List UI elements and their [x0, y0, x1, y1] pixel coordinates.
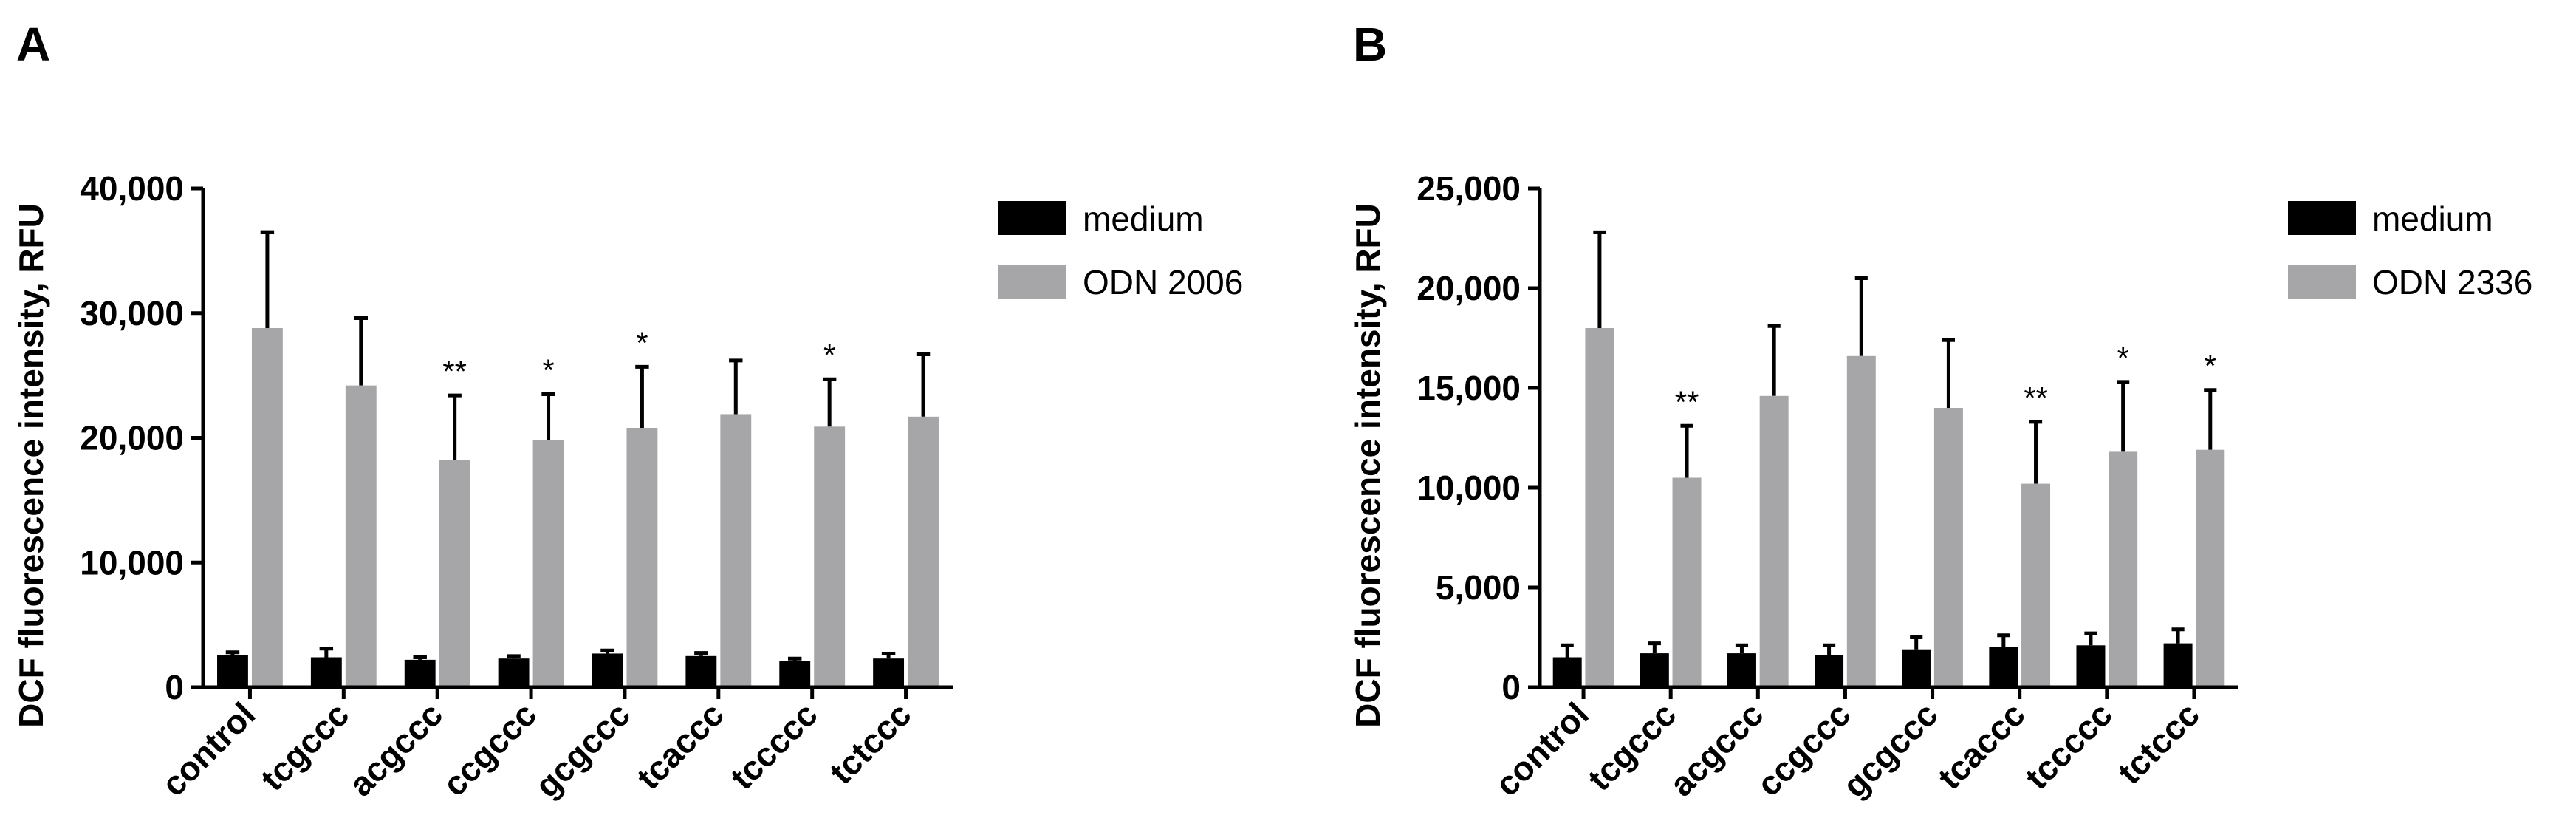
panel-b-label: B	[1353, 18, 1387, 71]
legend-a-odn-swatch	[998, 265, 1066, 299]
bar-medium-tctccc	[873, 658, 905, 687]
legend-a-medium-label: medium	[1083, 200, 1204, 238]
bar-medium-acgccc	[404, 659, 436, 687]
x-tick-label: tcaccc	[629, 695, 731, 797]
bar-medium-control	[1552, 657, 1582, 687]
bar-odn-tccccc	[814, 426, 846, 687]
y-tick-label: 15,000	[1417, 369, 1521, 407]
panel-a-x-ticks: controltcgcccacgcccccgcccgcgccctcaccctcc…	[154, 687, 919, 805]
y-tick-label: 10,000	[80, 543, 184, 582]
legend-b-odn-label: ODN 2336	[2372, 263, 2532, 301]
x-tick-label: tcgccc	[253, 695, 357, 798]
bar-odn-tcaccc	[2021, 483, 2051, 687]
bar-odn-tcgccc	[1672, 477, 1702, 687]
bar-odn-acgccc	[439, 460, 470, 687]
y-tick-label: 25,000	[1417, 169, 1521, 208]
panel-b-x-ticks: controltcgcccacgcccccgcccgcgccctcaccctcc…	[1487, 687, 2207, 805]
bar-odn-gcgccc	[1933, 408, 1963, 687]
x-tick-label: tccccc	[723, 695, 825, 797]
bar-medium-tcgccc	[1640, 653, 1669, 687]
panel-a-label: A	[16, 18, 50, 71]
panel-b: B DCF fluorescence intensity, RFU 0 5,000…	[1349, 18, 2532, 805]
bar-odn-ccgccc	[532, 440, 564, 687]
legend-b-medium-swatch	[2288, 201, 2356, 235]
bar-odn-acgccc	[1759, 395, 1789, 687]
panel-a-axes	[201, 188, 953, 689]
bar-medium-tcgccc	[310, 657, 342, 687]
significance-marker: *	[636, 325, 648, 360]
panel-a-significance: ** ** *	[442, 325, 835, 389]
significance-marker: **	[1675, 384, 1699, 419]
x-tick-label: tctccc	[822, 695, 919, 791]
y-tick-label: 20,000	[1417, 269, 1521, 307]
legend-a-odn-label: ODN 2006	[1083, 263, 1243, 301]
y-tick-label: 10,000	[1417, 468, 1521, 507]
x-tick-label: acgccc	[1662, 695, 1770, 803]
panel-b-significance: ** *** *	[1675, 341, 2216, 419]
y-tick-label: 0	[165, 668, 184, 706]
panel-a-legend: medium ODN 2006	[998, 200, 1243, 301]
significance-marker: *	[2117, 341, 2128, 375]
significance-marker: *	[2205, 349, 2216, 384]
bar-odn-ccgccc	[1846, 355, 1876, 687]
x-tick-label: ccgccc	[435, 695, 544, 803]
x-tick-label: gcgccc	[1835, 695, 1945, 805]
bar-medium-gcgccc	[1902, 649, 1931, 687]
panel-b-legend: medium ODN 2336	[2288, 200, 2532, 301]
y-tick-label: 0	[1501, 668, 1521, 706]
bar-medium-tccccc	[779, 661, 811, 687]
panel-a: A DCF fluorescence intensity, RFU 0 10,00…	[12, 18, 1243, 805]
bar-odn-tccccc	[2109, 451, 2138, 687]
bar-odn-tcgccc	[345, 385, 377, 687]
y-tick-label: 20,000	[80, 419, 184, 457]
bar-medium-gcgccc	[592, 653, 623, 687]
bar-odn-control	[251, 328, 283, 687]
bar-medium-control	[217, 655, 248, 687]
bar-medium-ccgccc	[1815, 655, 1844, 687]
significance-marker: *	[542, 352, 554, 387]
panel-a-bars	[217, 230, 939, 687]
legend-b-medium-label: medium	[2372, 200, 2493, 238]
bar-medium-tcaccc	[1989, 647, 2018, 687]
significance-marker: **	[442, 354, 467, 389]
bar-odn-tctccc	[2196, 449, 2225, 687]
bar-medium-acgccc	[1727, 653, 1756, 687]
y-tick-label: 5,000	[1436, 568, 1521, 607]
y-tick-label: 40,000	[80, 169, 184, 208]
panel-b-axes	[1538, 188, 2238, 689]
x-tick-label: control	[154, 695, 263, 803]
bar-medium-tctccc	[2163, 643, 2193, 687]
x-tick-label: control	[1487, 695, 1596, 803]
panel-b-y-axis-label: DCF fluorescence intensity, RFU	[1349, 203, 1387, 728]
bar-medium-tccccc	[2076, 645, 2106, 687]
bar-medium-ccgccc	[498, 658, 530, 687]
significance-marker: *	[823, 338, 835, 372]
bar-odn-gcgccc	[626, 428, 658, 687]
x-tick-label: ccgccc	[1749, 695, 1857, 803]
panel-a-y-axis-label: DCF fluorescence intensity, RFU	[12, 203, 50, 728]
x-tick-label: acgccc	[341, 695, 450, 803]
legend-a-medium-swatch	[998, 201, 1066, 235]
bar-medium-tcaccc	[685, 655, 717, 687]
bar-odn-tcaccc	[720, 414, 752, 687]
x-tick-label: tctccc	[2110, 695, 2207, 791]
legend-b-odn-swatch	[2288, 265, 2356, 299]
panel-b-y-ticks: 0 5,000 10,000 15,000 20,000 25,000	[1417, 169, 1540, 706]
bar-odn-tctccc	[908, 416, 939, 687]
x-tick-label: tcaccc	[1931, 695, 2032, 797]
significance-marker: **	[2024, 381, 2048, 415]
panel-b-bars	[1552, 230, 2225, 687]
x-tick-label: tccccc	[2018, 695, 2120, 797]
panel-a-y-ticks: 0 10,000 20,000 30,000 40,000	[80, 169, 203, 706]
bar-odn-control	[1585, 328, 1614, 687]
x-tick-label: gcgccc	[527, 695, 637, 805]
y-tick-label: 30,000	[80, 294, 184, 333]
